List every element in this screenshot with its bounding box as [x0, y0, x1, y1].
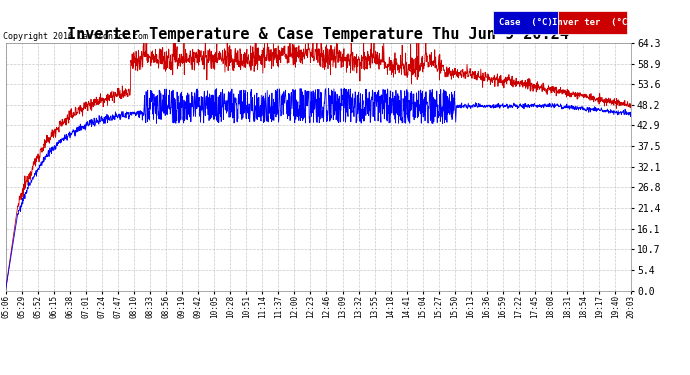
- Text: Case  (°C): Case (°C): [499, 18, 552, 27]
- Title: Inverter Temperature & Case Temperature Thu Jun 9 20:24: Inverter Temperature & Case Temperature …: [68, 27, 569, 42]
- Text: Inver ter  (°C): Inver ter (°C): [552, 18, 632, 27]
- Text: Copyright 2016 Cartronics.com: Copyright 2016 Cartronics.com: [3, 32, 148, 41]
